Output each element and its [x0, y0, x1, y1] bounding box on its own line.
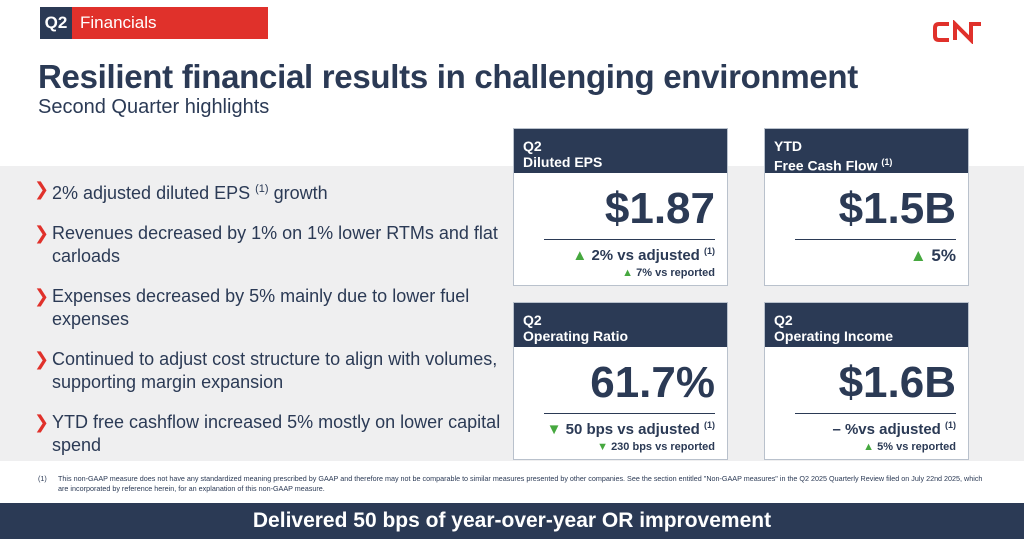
triangle-down-icon: ▼	[597, 441, 608, 453]
list-item: ❯ Revenues decreased by 1% on 1% lower R…	[34, 222, 504, 268]
section-tag-label: Financials	[72, 7, 268, 39]
chevron-right-icon: ❯	[34, 349, 50, 369]
fcf-card: YTD Free Cash Flow (1) $1.5B ▲ 5%	[764, 128, 969, 286]
highlights-list: ❯ 2% adjusted diluted EPS (1) growth ❯ R…	[34, 178, 504, 474]
cn-logo	[933, 20, 981, 44]
quarter-tag: Q2	[40, 7, 72, 39]
card-header: Q2 Operating Ratio	[514, 303, 727, 347]
card-header-line1: YTD	[774, 138, 802, 154]
bullet-text: Continued to adjust cost structure to al…	[52, 349, 498, 392]
card-header-line2: Free Cash Flow (1)	[774, 157, 893, 174]
chevron-right-icon: ❯	[34, 286, 50, 306]
operating-ratio-card: Q2 Operating Ratio 61.7% ▼ 50 bps vs adj…	[513, 302, 728, 460]
chevron-right-icon: ❯	[34, 412, 50, 432]
footnote: (1) This non-GAAP measure does not have …	[38, 474, 988, 494]
triangle-up-icon: ▲	[909, 246, 927, 265]
bullet-text: 2% adjusted diluted EPS (1) growth	[52, 183, 328, 203]
chevron-right-icon: ❯	[34, 223, 50, 243]
list-item: ❯ YTD free cashflow increased 5% mostly …	[34, 411, 504, 457]
or-change-adjusted: ▼ 50 bps vs adjusted (1)	[546, 420, 715, 438]
divider	[795, 413, 956, 414]
bullet-text: Expenses decreased by 5% mainly due to l…	[52, 286, 470, 329]
bullet-text: YTD free cashflow increased 5% mostly on…	[52, 412, 501, 455]
divider	[544, 239, 715, 240]
triangle-up-icon: ▲	[622, 267, 634, 279]
list-item: ❯ 2% adjusted diluted EPS (1) growth	[34, 178, 504, 205]
card-header: Q2 Diluted EPS	[514, 129, 727, 173]
eps-change-reported: ▲ 7% vs reported	[622, 267, 715, 279]
fcf-change: ▲ 5%	[909, 246, 956, 265]
section-tag: Q2 Financials	[40, 7, 268, 39]
list-item: ❯ Expenses decreased by 5% mainly due to…	[34, 285, 504, 331]
operating-income-card: Q2 Operating Income $1.6B – %vs adjusted…	[764, 302, 969, 460]
triangle-up-icon: ▲	[572, 247, 588, 264]
operating-income-value: $1.6B	[838, 358, 956, 407]
card-header-line1: Q2	[523, 312, 542, 328]
page-title: Resilient financial results in challengi…	[38, 58, 858, 95]
footnote-number: (1)	[38, 474, 47, 483]
chevron-right-icon: ❯	[34, 179, 50, 199]
card-header-line1: Q2	[523, 138, 542, 154]
card-header-line2: Diluted EPS	[523, 154, 603, 170]
oi-change-reported: ▲ 5% vs reported	[863, 441, 956, 453]
card-header: Q2 Operating Income	[765, 303, 968, 347]
card-header-line2: Operating Income	[774, 328, 894, 344]
card-header-line2: Operating Ratio	[523, 328, 629, 344]
footnote-text: This non-GAAP measure does not have any …	[58, 474, 983, 493]
list-item: ❯ Continued to adjust cost structure to …	[34, 348, 504, 394]
page-subtitle: Second Quarter highlights	[38, 96, 270, 118]
eps-card: Q2 Diluted EPS $1.87 ▲ 2% vs adjusted (1…	[513, 128, 728, 286]
operating-ratio-value: 61.7%	[590, 358, 715, 407]
divider	[795, 239, 956, 240]
triangle-down-icon: ▼	[546, 421, 562, 438]
eps-value: $1.87	[604, 184, 715, 233]
card-header-line1: Q2	[774, 312, 793, 328]
card-header: YTD Free Cash Flow (1)	[765, 129, 968, 174]
bullet-text: Revenues decreased by 1% on 1% lower RTM…	[52, 223, 498, 266]
divider	[544, 413, 715, 414]
fcf-value: $1.5B	[838, 184, 956, 233]
oi-change-adjusted: – %vs adjusted (1)	[832, 420, 956, 438]
triangle-up-icon: ▲	[863, 441, 875, 453]
eps-change-adjusted: ▲ 2% vs adjusted (1)	[572, 246, 715, 264]
or-change-reported: ▼ 230 bps vs reported	[597, 441, 715, 453]
summary-banner: Delivered 50 bps of year-over-year OR im…	[0, 503, 1024, 539]
